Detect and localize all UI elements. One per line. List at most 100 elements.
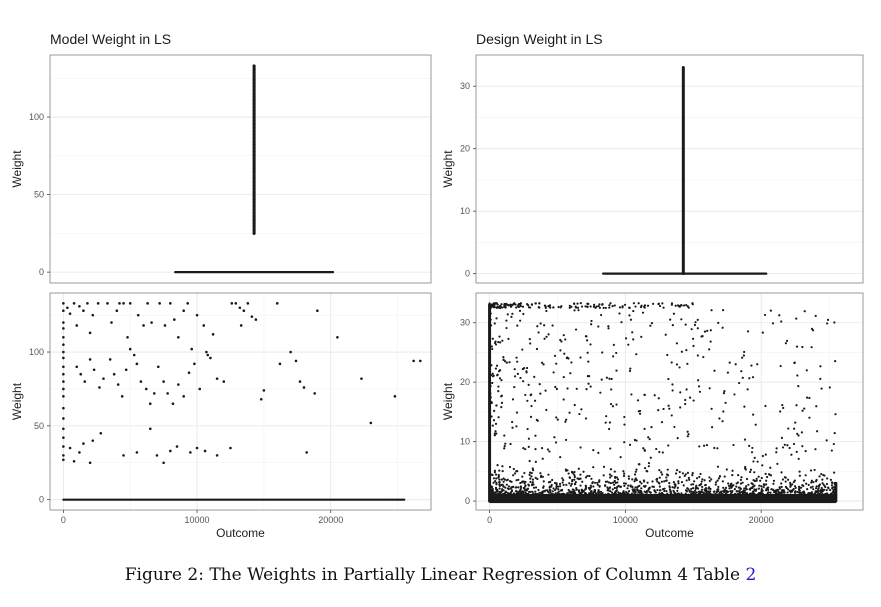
design-bottom-point	[636, 399, 640, 402]
design-bottom-point	[488, 475, 491, 478]
design-bottom-point	[739, 482, 743, 485]
design-bottom-point	[528, 337, 531, 341]
design-bottom-point	[571, 491, 574, 494]
design-bottom-point	[793, 485, 797, 488]
design-bottom-point	[558, 482, 562, 485]
design-bottom-point	[514, 490, 518, 493]
design-bottom-point	[527, 306, 531, 309]
design-bottom-point	[598, 306, 601, 309]
design-bottom-point	[636, 489, 640, 492]
design-bottom-point	[534, 486, 538, 489]
table-ref-link[interactable]: 2	[745, 565, 757, 585]
design-bottom-point	[658, 304, 662, 308]
design-bottom-point	[555, 485, 558, 488]
design-bottom-point	[793, 361, 796, 365]
design-bottom-point	[497, 341, 500, 344]
design-bottom-point	[539, 472, 542, 475]
design-bottom-point	[710, 478, 713, 481]
model-bottom-point	[152, 392, 156, 395]
design-bottom-point	[775, 451, 778, 454]
model-bottom-point	[135, 362, 139, 366]
design-bottom-point	[780, 471, 783, 474]
design-bottom-point	[663, 489, 666, 493]
design-bottom-point	[511, 485, 514, 489]
design-bottom-point	[832, 442, 835, 446]
design-bottom-point	[820, 387, 823, 390]
design-bottom-point	[640, 487, 643, 490]
design-bottom-point	[568, 411, 571, 414]
design-bottom-point	[610, 491, 614, 494]
design-bottom-point	[693, 491, 696, 495]
design-bottom-point	[742, 354, 745, 357]
design-bottom-point	[647, 489, 650, 492]
design-bottom-point	[709, 487, 712, 491]
design-bottom-point	[627, 490, 631, 493]
design-bottom-point	[672, 481, 675, 484]
design-bottom-point	[686, 471, 690, 474]
design-bottom-point	[491, 487, 494, 490]
design-bottom-point	[648, 437, 651, 441]
design-bottom-point	[508, 361, 511, 364]
design-bottom-point	[541, 457, 544, 460]
design-bottom-point	[493, 491, 496, 494]
design-bottom-point	[673, 491, 676, 494]
design-bottom-point	[547, 305, 550, 308]
design-bottom-point	[780, 436, 784, 440]
design-bottom-point	[675, 363, 679, 366]
design-bottom-point	[694, 321, 697, 324]
design-bottom-point	[688, 478, 691, 481]
design-bottom-point	[611, 488, 614, 491]
design-bottom-point	[781, 478, 784, 481]
design-bottom-point	[686, 435, 689, 438]
design-bottom-point	[674, 472, 678, 475]
design-bottom-point	[501, 465, 504, 468]
design-bottom-point	[651, 480, 654, 483]
design-bottom-point	[531, 490, 534, 493]
design-bottom-point	[491, 473, 494, 477]
model-top-point	[252, 64, 256, 68]
design-bottom-point	[526, 427, 529, 431]
design-bottom-point	[693, 489, 697, 492]
design-bottom-ylabel: Weight	[441, 382, 455, 420]
model-top-point	[252, 218, 256, 222]
design-bottom-point	[495, 432, 498, 435]
model-top-point	[252, 109, 256, 113]
design-bottom-point	[796, 374, 799, 377]
design-bottom-point	[726, 371, 729, 374]
design-bottom-point	[768, 473, 771, 476]
design-bottom-point	[602, 465, 606, 468]
design-bottom-point	[671, 383, 674, 386]
design-bottom-point	[722, 392, 726, 395]
design-bottom-point	[629, 318, 633, 321]
design-bottom-point	[543, 337, 546, 340]
design-bottom-point	[498, 377, 502, 380]
design-bottom-point	[684, 489, 688, 492]
design-bottom-point	[562, 398, 565, 401]
design-bottom-point	[491, 375, 495, 378]
design-bottom-point	[730, 486, 733, 489]
design-bottom-point	[753, 484, 756, 487]
design-bottom-point	[793, 479, 797, 482]
design-bottom-point	[542, 363, 545, 366]
design-bottom-point	[565, 356, 568, 360]
design-bottom-point	[749, 468, 753, 471]
model-bottom-point	[86, 302, 89, 305]
design-bottom-point	[786, 491, 789, 494]
design-bottom-point	[526, 399, 529, 402]
design-bottom-point	[692, 490, 695, 494]
design-bottom-border	[475, 292, 864, 511]
design-bottom-point	[555, 362, 558, 365]
design-bottom-point	[690, 483, 693, 486]
design-bottom-point	[743, 438, 747, 441]
design-bottom-point	[632, 302, 636, 305]
design-bottom-point	[494, 422, 498, 426]
design-bottom-point	[573, 403, 576, 407]
model-bottom-point	[187, 371, 191, 375]
design-bottom-point	[645, 469, 648, 473]
design-bottom-point	[628, 443, 632, 447]
design-bottom-point	[823, 474, 826, 477]
design-bottom-point	[493, 409, 496, 412]
design-bottom-point	[589, 385, 592, 388]
design-bottom-point	[652, 485, 655, 488]
design-bottom-point	[538, 383, 541, 386]
